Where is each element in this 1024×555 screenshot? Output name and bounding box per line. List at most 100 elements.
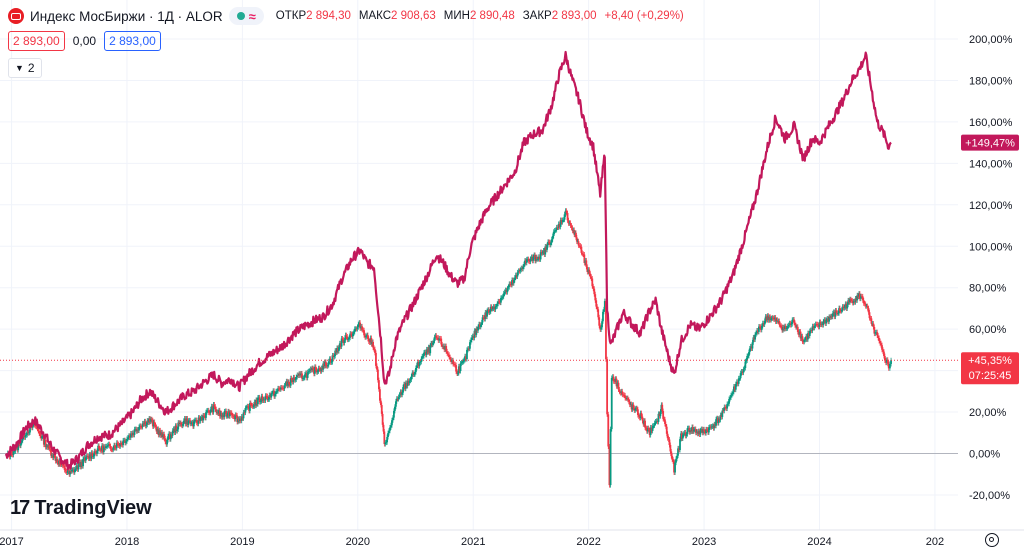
candle-body (859, 296, 862, 299)
candle-body (598, 317, 601, 326)
candle-body (713, 424, 716, 429)
candle-body (24, 435, 27, 438)
indicators-collapse-button[interactable]: ▼ 2 (8, 58, 42, 78)
candle-body (470, 339, 472, 343)
y-tick-label: 20,00% (969, 407, 1007, 419)
candle-body (531, 256, 534, 261)
tradingview-logo[interactable]: 17 TradingView (10, 497, 152, 520)
candle-body (191, 422, 193, 424)
candle-body (356, 327, 359, 330)
candle-body (200, 417, 203, 419)
candle-body (543, 250, 546, 255)
x-axis[interactable]: 2017 2018 2019 2020 2021 2022 2023 2024 202 (0, 529, 1024, 548)
candle-body (707, 427, 710, 433)
candle-body (745, 360, 748, 362)
candle-body (322, 363, 325, 370)
symbol-title[interactable]: Индекс МосБиржи · 1Д · ALOR (30, 8, 223, 24)
candle-body (304, 374, 306, 378)
candle-body (259, 401, 262, 403)
candle-body (691, 427, 693, 432)
candle-body (312, 368, 314, 370)
candle-body (595, 300, 598, 307)
candle-body (610, 377, 613, 430)
candle-body (336, 348, 338, 353)
sell-price-button[interactable]: 2 893,00 (8, 31, 65, 51)
candle-body (764, 316, 767, 321)
candle-body (202, 415, 205, 421)
y-axis[interactable]: 200,00% 180,00% 160,00% 140,00% 120,00% 100,0… (969, 34, 1013, 502)
candle-body (72, 469, 75, 473)
candle-body (885, 359, 888, 363)
candle-body (464, 356, 466, 361)
candle-body (326, 365, 329, 367)
candle-body (40, 435, 42, 439)
candle-body (667, 438, 670, 440)
y-tick-label: 200,00% (969, 34, 1013, 46)
candle-body (789, 323, 792, 325)
candle-body (195, 420, 198, 423)
candle-body (193, 421, 195, 427)
candle-body (669, 444, 672, 452)
candle-body (460, 362, 463, 364)
candle-body (70, 471, 72, 472)
candle-body (499, 301, 501, 303)
candle-body (147, 420, 150, 423)
market-status-pill[interactable]: ≈ (228, 7, 264, 25)
candle-body (171, 430, 174, 436)
candle-body (196, 422, 199, 424)
candle-body (491, 308, 494, 310)
candle-body (732, 386, 735, 392)
candle-body (502, 293, 505, 297)
candle-body (422, 356, 424, 357)
candle-body (553, 230, 556, 232)
candle-body (872, 323, 875, 328)
settings-icon[interactable] (985, 533, 999, 547)
candle-body (405, 382, 408, 387)
candle-body (722, 410, 725, 412)
candle-body (81, 461, 84, 467)
candle-body (806, 336, 808, 340)
candle-body (35, 426, 38, 427)
candle-body (60, 464, 62, 466)
candle-body (883, 351, 885, 357)
candle-body (779, 324, 782, 326)
candle-body (339, 343, 342, 347)
candle-body (412, 372, 415, 375)
candle-body (347, 339, 350, 341)
candle-body (455, 365, 457, 372)
candle-body (535, 257, 537, 261)
candle-body (239, 418, 242, 421)
candle-body (612, 376, 615, 382)
candle-body (413, 374, 416, 376)
candle-body (450, 359, 453, 362)
candle-body (869, 318, 872, 319)
candle-body (468, 348, 470, 350)
candle-body (375, 352, 377, 366)
candle-body (100, 449, 102, 451)
candle-body (548, 241, 550, 243)
buy-price-button[interactable]: 2 893,00 (104, 31, 161, 51)
candle-body (387, 433, 389, 437)
candle-body (867, 308, 870, 313)
candle-body (815, 324, 818, 325)
candle-body (527, 259, 530, 261)
candle-body (523, 264, 525, 267)
candle-body (674, 462, 676, 473)
candle-body (752, 337, 755, 343)
candle-body (182, 420, 185, 425)
candle-body (814, 324, 817, 326)
candle-body (520, 268, 523, 270)
candle-body (776, 319, 779, 322)
candle-body (755, 333, 757, 335)
candle-body (146, 420, 149, 425)
candle-body (778, 321, 781, 325)
candle-body (388, 430, 390, 434)
candle-body (252, 406, 255, 408)
candle-body (461, 362, 464, 363)
candle-body (512, 280, 514, 284)
candle-body (651, 425, 654, 431)
candle-body (163, 434, 166, 439)
candle-body (451, 360, 454, 362)
candle-body (404, 382, 407, 389)
